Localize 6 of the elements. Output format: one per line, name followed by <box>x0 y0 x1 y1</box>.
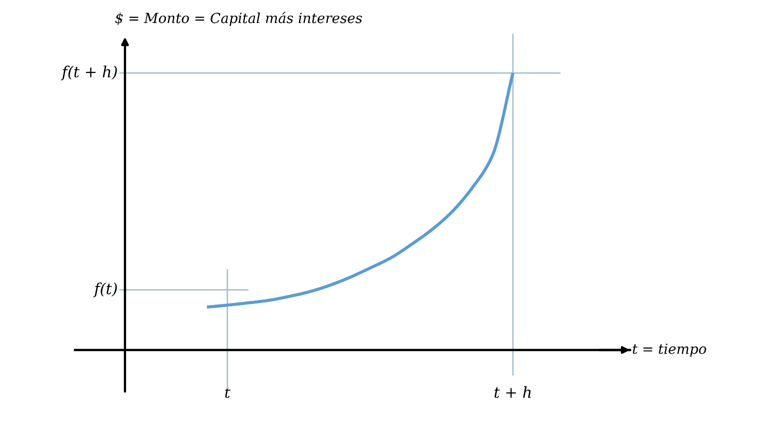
x-tick-label: t + h <box>494 386 531 398</box>
y-axis-title: $ = Monto = Capital más intereses <box>115 12 362 26</box>
text: t = tiempo <box>632 344 706 357</box>
ref-line-label: f(t + h) <box>60 66 117 80</box>
ref-line-label: f(t) <box>93 282 117 298</box>
x-tick-label: t <box>225 387 230 398</box>
